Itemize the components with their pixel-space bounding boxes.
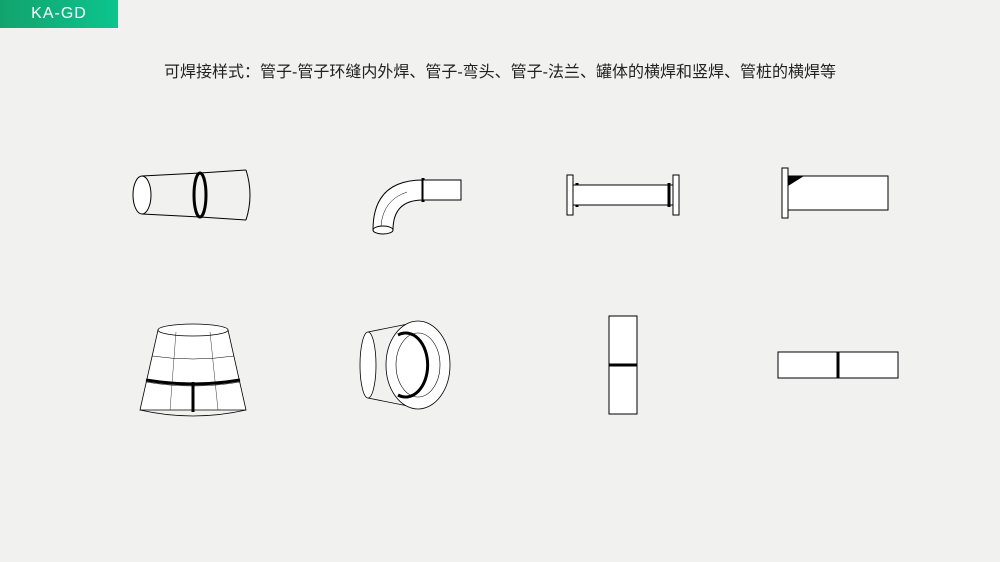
product-badge: KA-GD — [0, 0, 118, 28]
diagram-grid — [100, 130, 930, 430]
diagram-cylinder-ring — [348, 310, 468, 420]
diagram-horizontal-pile — [768, 340, 908, 390]
badge-text: KA-GD — [31, 5, 87, 23]
diagram-pipe-to-flange — [553, 165, 693, 225]
diagram-vertical-plate — [593, 310, 653, 420]
diagram-pipe-to-elbow — [343, 150, 473, 240]
diagram-tank-welds — [128, 310, 258, 420]
diagram-pipe-single-flange — [768, 160, 908, 230]
page-title: 可焊接样式：管子-管子环缝内外焊、管子-弯头、管子-法兰、罐体的横焊和竖焊、管桩… — [0, 58, 1000, 82]
diagram-pipe-to-pipe — [128, 155, 258, 235]
